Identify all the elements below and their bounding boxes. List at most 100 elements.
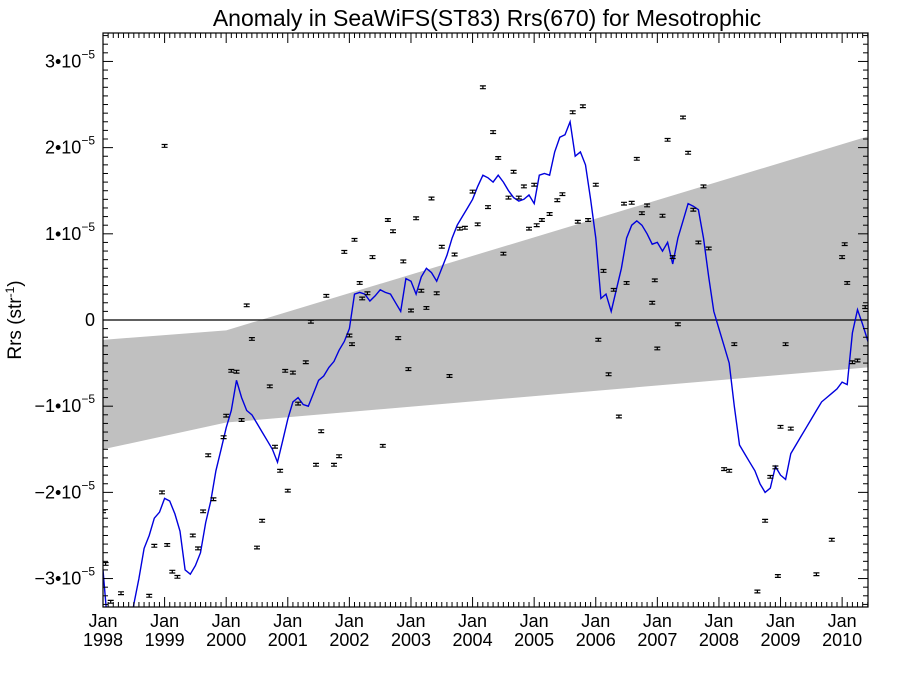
error-bar-point: [849, 360, 856, 365]
error-bar-point: [118, 591, 124, 596]
error-bar-point: [774, 574, 781, 578]
error-bar-point: [777, 424, 784, 429]
error-bar-point: [428, 196, 435, 201]
y-tick-label: 1•10−5: [45, 220, 95, 244]
error-bar-point: [438, 244, 445, 249]
error-bar-point: [782, 342, 789, 347]
error-bar-point: [592, 182, 599, 187]
error-bar-point: [266, 384, 273, 389]
error-bar-point: [282, 368, 289, 373]
error-bar-point: [787, 426, 794, 431]
error-bar-point: [659, 213, 666, 218]
error-bar-point: [772, 465, 779, 470]
x-tick-label-month: Jan: [643, 611, 672, 631]
error-bar-point: [531, 182, 538, 187]
error-bar-point: [313, 462, 319, 467]
x-tick-label-year: 1998: [83, 630, 123, 650]
x-tick-label-year: 2000: [206, 630, 246, 650]
error-bar-point: [174, 574, 181, 579]
error-bar-point: [223, 413, 230, 418]
y-tick-label: 3•10−5: [45, 47, 95, 71]
error-bar-point: [479, 85, 486, 90]
error-bar-point: [379, 443, 386, 448]
error-bar-point: [844, 281, 851, 285]
y-axis: 3•10−5 2•10−5 1•10−5 0 −1•10−5 −2•10−5 −3•10−5: [34, 35, 868, 605]
error-bar-point: [243, 303, 250, 308]
error-bar-point: [364, 291, 371, 296]
error-bar-point: [685, 150, 692, 155]
error-bar-point: [839, 255, 846, 260]
uncertainty-band-layer: [103, 136, 868, 450]
error-bar-point: [638, 211, 645, 216]
x-axis: Jan1998Jan1999Jan2000Jan2001Jan2002Jan20…: [83, 33, 869, 650]
error-bar-point: [295, 401, 302, 406]
error-bar-point: [644, 203, 651, 208]
error-bar-point: [623, 281, 630, 285]
error-bar-point: [485, 205, 491, 210]
error-bar-point: [433, 291, 440, 296]
error-bar-point: [510, 169, 517, 174]
error-bar-point: [669, 255, 676, 260]
error-bar-point: [254, 545, 260, 550]
error-bar-point: [220, 435, 227, 440]
error-bar-point: [331, 462, 337, 467]
error-bar-point: [841, 242, 848, 247]
x-tick-label-year: 2002: [329, 630, 369, 650]
error-bar-point: [579, 104, 586, 109]
y-tick-label: −2•10−5: [34, 478, 95, 502]
error-bar-point: [664, 137, 671, 142]
error-bar-point: [649, 300, 656, 305]
y-axis-label-superscript: -1: [3, 286, 17, 297]
error-bar-point: [628, 200, 635, 205]
x-tick-label-month: Jan: [212, 611, 241, 631]
x-tick-label-month: Jan: [88, 611, 117, 631]
error-bar-point: [359, 296, 366, 301]
x-tick-label-year: 2003: [391, 630, 431, 650]
plot-area: Jan1998Jan1999Jan2000Jan2001Jan2002Jan20…: [34, 32, 869, 650]
error-bar-point: [302, 360, 309, 365]
anomaly-line-layer: [103, 119, 868, 607]
error-bar-point: [862, 305, 868, 310]
x-tick-label-month: Jan: [458, 611, 487, 631]
error-bar-point: [490, 130, 497, 135]
error-bar-point: [318, 429, 325, 434]
y-tick-label: −1•10−5: [34, 392, 95, 416]
error-bar-point: [413, 216, 420, 221]
error-bar-point: [418, 288, 425, 293]
error-bar-point: [605, 372, 612, 377]
chart-title: Anomaly in SeaWiFS(ST83) Rrs(670) for Me…: [213, 5, 761, 31]
error-bar-point: [762, 518, 769, 523]
error-bar-point: [533, 223, 540, 228]
y-tick-label: 0: [85, 310, 95, 330]
x-tick-label-month: Jan: [335, 611, 364, 631]
error-bar-point: [233, 369, 240, 374]
error-bar-point: [408, 308, 414, 313]
x-tick-label-year: 2001: [268, 630, 308, 650]
error-bar-point: [680, 115, 686, 120]
y-tick-label: 2•10−5: [45, 134, 95, 158]
error-bar-point: [205, 453, 212, 458]
error-bar-point: [169, 569, 176, 574]
error-bar-point: [456, 226, 463, 231]
error-bar-point: [423, 306, 430, 310]
error-bar-point: [595, 337, 602, 342]
error-bar-point: [228, 368, 235, 373]
error-bar-point: [284, 488, 291, 493]
error-bar-point: [610, 287, 617, 292]
error-bar-point: [633, 156, 640, 161]
error-bar-point: [164, 543, 171, 547]
error-bar-point: [272, 444, 278, 449]
error-bar-point: [705, 246, 712, 251]
error-bar-point: [195, 546, 201, 551]
x-tick-label-month: Jan: [520, 611, 549, 631]
error-bar-point: [323, 293, 330, 298]
error-bar-point: [538, 218, 545, 222]
error-bar-point: [515, 195, 522, 200]
error-bar-point: [210, 497, 217, 502]
error-bar-point: [726, 468, 733, 473]
error-bar-point: [349, 342, 355, 347]
error-bar-point: [336, 454, 343, 459]
x-tick-label-month: Jan: [396, 611, 425, 631]
x-tick-label-year: 2009: [761, 630, 801, 650]
